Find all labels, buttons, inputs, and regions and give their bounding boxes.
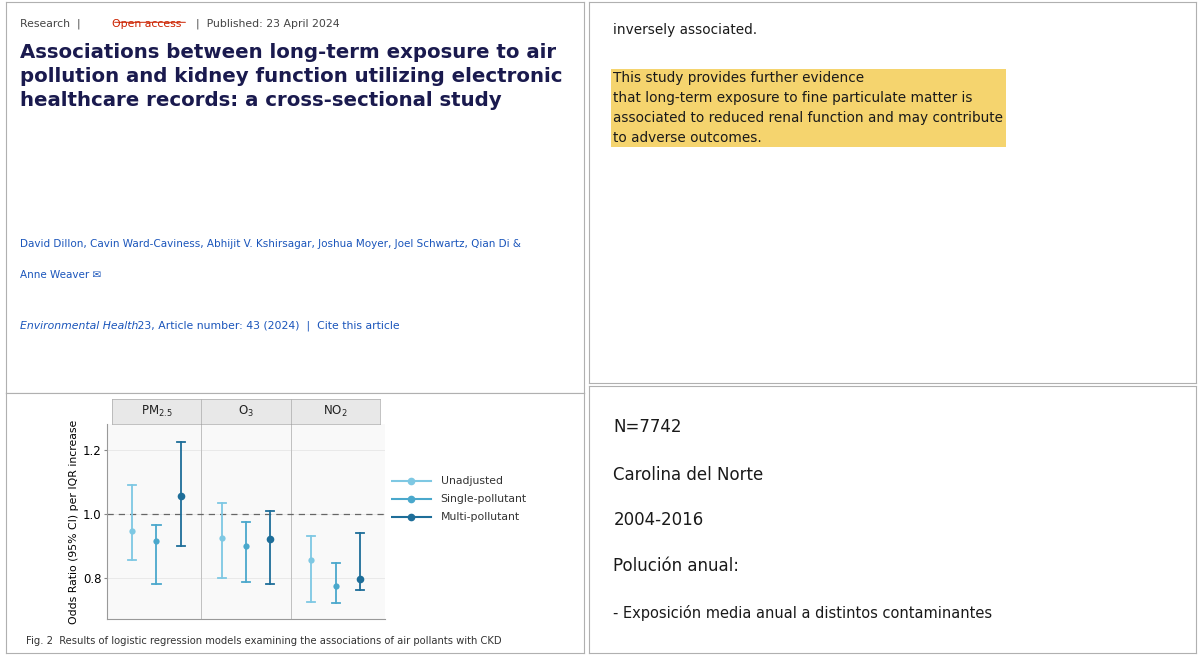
Text: Open access: Open access bbox=[112, 19, 181, 29]
Text: Polución anual:: Polución anual: bbox=[613, 557, 739, 575]
Text: |  Published: 23 April 2024: | Published: 23 April 2024 bbox=[190, 19, 340, 29]
Text: NO$_2$: NO$_2$ bbox=[323, 404, 348, 419]
Text: O$_3$: O$_3$ bbox=[238, 404, 254, 419]
Text: Research  |: Research | bbox=[20, 19, 88, 29]
Text: Multi-pollutant: Multi-pollutant bbox=[440, 512, 520, 522]
Text: 2004-2016: 2004-2016 bbox=[613, 512, 703, 529]
Text: 23, Article number: 43 (2024)  |  Cite this article: 23, Article number: 43 (2024) | Cite thi… bbox=[134, 321, 400, 331]
Text: Associations between long-term exposure to air
pollution and kidney function uti: Associations between long-term exposure … bbox=[20, 43, 563, 109]
Text: PM$_{2.5}$: PM$_{2.5}$ bbox=[140, 404, 173, 419]
Text: Single-pollutant: Single-pollutant bbox=[440, 494, 527, 504]
Text: N=7742: N=7742 bbox=[613, 418, 682, 436]
Text: Carolina del Norte: Carolina del Norte bbox=[613, 466, 763, 484]
Text: Environmental Health: Environmental Health bbox=[20, 321, 139, 331]
Text: David Dillon, Cavin Ward-Caviness, Abhijit V. Kshirsagar, Joshua Moyer, Joel Sch: David Dillon, Cavin Ward-Caviness, Abhij… bbox=[20, 238, 522, 248]
Y-axis label: Odds Ratio (95% CI) per IQR increase: Odds Ratio (95% CI) per IQR increase bbox=[68, 420, 79, 624]
Text: This study provides further evidence
that long-term exposure to fine particulate: This study provides further evidence tha… bbox=[613, 71, 1003, 145]
Text: Anne Weaver ✉: Anne Weaver ✉ bbox=[20, 270, 102, 280]
Text: Fig. 2  Results of logistic regression models examining the associations of air : Fig. 2 Results of logistic regression mo… bbox=[26, 636, 502, 646]
Text: - Exposición media anual a distintos contaminantes: - Exposición media anual a distintos con… bbox=[613, 605, 992, 621]
Text: inversely associated.: inversely associated. bbox=[613, 23, 762, 37]
Text: Unadjusted: Unadjusted bbox=[440, 476, 503, 486]
